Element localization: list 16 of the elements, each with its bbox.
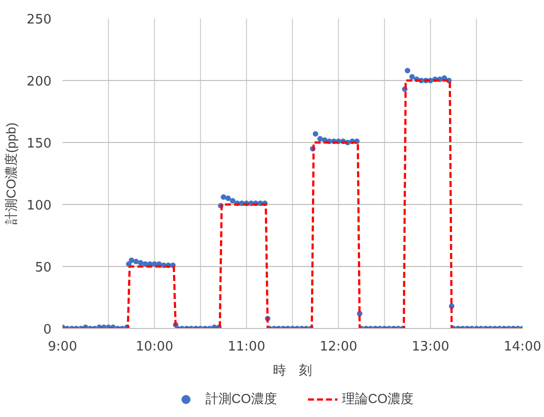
y-tick-label: 100 <box>26 198 52 214</box>
legend-label: 理論CO濃度 <box>342 390 414 408</box>
x-tick-label: 12:00 <box>320 340 358 354</box>
y-tick-label: 50 <box>34 260 52 276</box>
y-tick-label: 250 <box>26 12 52 28</box>
x-tick-label: 10:00 <box>136 340 174 354</box>
y-tick-label: 150 <box>26 136 52 152</box>
x-axis-title: 時 刻 <box>273 362 312 378</box>
x-tick-label: 14:00 <box>504 340 542 354</box>
x-tick-label: 13:00 <box>412 340 450 354</box>
legend-label: 計測CO濃度 <box>206 390 277 408</box>
y-axis-title: 計測CO濃度(ppb) <box>4 122 19 224</box>
y-tick-label: 0 <box>43 322 52 338</box>
x-tick-label: 11:00 <box>228 340 266 354</box>
x-tick-label: 9:00 <box>48 340 78 354</box>
y-tick-label: 200 <box>26 74 52 90</box>
